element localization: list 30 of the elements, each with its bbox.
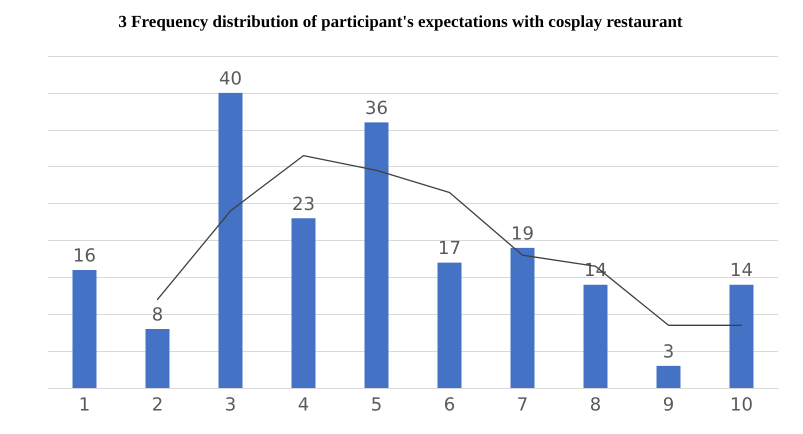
bar [146,328,170,388]
x-tick-label: 2 [152,394,164,416]
x-tick-label: 3 [224,394,236,416]
data-label: 14 [730,260,753,282]
chart-title: 3 Frequency distribution of participant's expectations with cosplay restaurant [118,12,683,31]
bar [584,284,608,388]
data-label: 23 [292,194,315,215]
x-tick-label: 10 [730,394,753,416]
bar [730,284,754,388]
bar [656,366,680,388]
bar [510,248,534,388]
x-tick-label: 4 [298,394,310,416]
x-tick-label: 9 [662,394,674,416]
data-label: 16 [73,245,96,266]
bar [292,218,316,388]
bar [72,270,96,388]
data-label: 19 [511,223,534,244]
data-label: 8 [152,304,164,326]
data-label: 36 [365,98,388,119]
x-tick-label: 1 [78,394,90,416]
x-tick-label: 7 [516,394,528,416]
x-tick-label: 5 [370,394,382,416]
data-label: 40 [219,68,242,90]
bar [218,92,242,388]
x-tick-label: 8 [590,394,602,416]
bar [438,262,462,388]
bar [364,122,388,388]
data-label: 3 [662,341,674,362]
data-label: 17 [438,238,461,260]
x-tick-label: 6 [444,394,456,416]
